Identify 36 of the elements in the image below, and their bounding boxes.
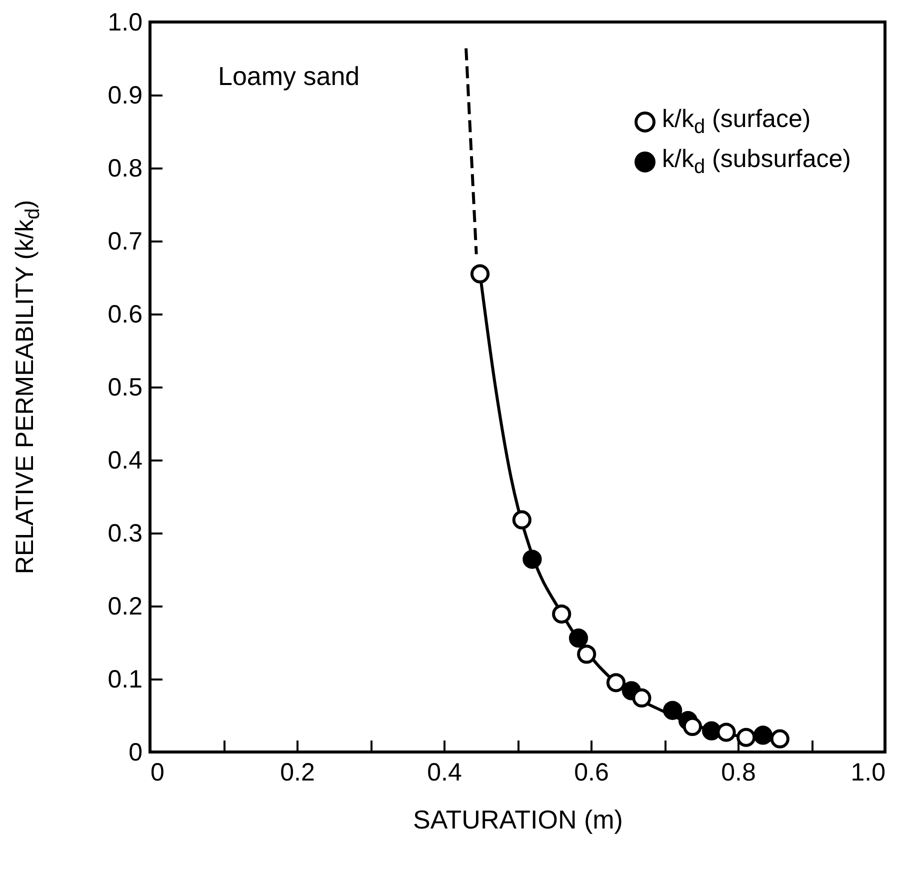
point <box>470 264 490 284</box>
x-tick-label: 0 <box>150 758 164 786</box>
point <box>736 728 756 747</box>
point <box>663 700 682 720</box>
point <box>512 510 532 530</box>
point <box>682 716 702 736</box>
y-tick-label: 0.4 <box>108 446 143 474</box>
point <box>522 550 542 569</box>
y-tick-label: 0.3 <box>108 520 142 548</box>
legend-label: k/k$_{d}$ (surface) <box>662 105 811 139</box>
y-tick-label: 0.8 <box>108 154 142 182</box>
y-tick-label: 0.9 <box>108 82 142 110</box>
point <box>606 673 626 692</box>
point <box>568 628 588 648</box>
y-tick-label: 0 <box>128 738 142 766</box>
y-tick-label: 0.1 <box>108 666 142 694</box>
point <box>552 604 572 624</box>
x-tick-label: 1.0 <box>850 758 886 786</box>
x-tick-label: 0.6 <box>574 758 609 786</box>
y-tick-label: 1.0 <box>108 8 142 36</box>
x-tick-label: 0.2 <box>280 758 315 786</box>
point <box>577 644 596 664</box>
x-axis-title: SATURATION (m) <box>413 804 623 834</box>
y-tick-label: 0.6 <box>108 300 142 328</box>
x-tick-label: 0.4 <box>427 758 462 786</box>
y-tick-label: 0.2 <box>108 592 142 620</box>
point <box>770 729 790 748</box>
annotation: Loamy sand <box>218 61 360 91</box>
point <box>753 726 773 745</box>
y-tick-label: 0.5 <box>108 374 142 402</box>
point <box>632 688 652 708</box>
y-tick-label: 0.7 <box>108 228 142 256</box>
legend-label: k/k$_{d}$ (subsurface) <box>662 145 851 179</box>
point <box>702 721 722 740</box>
x-tick-label: 0.8 <box>721 758 756 786</box>
point <box>716 722 736 742</box>
